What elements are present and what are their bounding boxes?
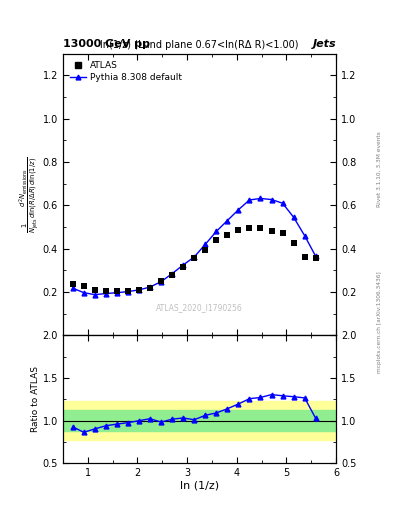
Point [158, 276, 164, 285]
Point [103, 287, 109, 295]
Point [114, 287, 120, 295]
Point [81, 282, 87, 290]
Point [213, 236, 219, 244]
Text: 13000 GeV pp: 13000 GeV pp [63, 38, 150, 49]
Y-axis label: Ratio to ATLAS: Ratio to ATLAS [31, 367, 40, 432]
Point [191, 254, 197, 262]
Point [224, 230, 231, 239]
Point [169, 271, 175, 279]
Text: Jets: Jets [312, 38, 336, 49]
Point [147, 284, 153, 292]
Point [125, 286, 131, 294]
Point [312, 254, 319, 263]
Point [279, 229, 286, 237]
Point [136, 286, 142, 294]
Point [235, 226, 242, 234]
Point [268, 227, 275, 236]
Point [180, 263, 186, 271]
Point [246, 224, 253, 232]
Point [290, 239, 297, 247]
Text: ATLAS_2020_I1790256: ATLAS_2020_I1790256 [156, 303, 243, 312]
Point [257, 224, 264, 232]
Point [92, 286, 98, 294]
Point [301, 252, 308, 261]
Text: Rivet 3.1.10, 3.3M events: Rivet 3.1.10, 3.3M events [377, 131, 382, 207]
Text: mcplots.cern.ch [arXiv:1306.3436]: mcplots.cern.ch [arXiv:1306.3436] [377, 272, 382, 373]
Legend: ATLAS, Pythia 8.308 default: ATLAS, Pythia 8.308 default [67, 58, 185, 84]
Point [202, 246, 208, 254]
Title: ln(1/z) (Lund plane 0.67<ln(RΔ R)<1.00): ln(1/z) (Lund plane 0.67<ln(RΔ R)<1.00) [100, 40, 299, 50]
Y-axis label: $\frac{1}{N_\mathsf{jets}}\frac{d^2 N_\mathsf{emissions}}{d\ln(R/\Delta R)\,d\ln: $\frac{1}{N_\mathsf{jets}}\frac{d^2 N_\m… [18, 156, 41, 233]
Point [70, 281, 76, 289]
X-axis label: ln (1/z): ln (1/z) [180, 481, 219, 491]
